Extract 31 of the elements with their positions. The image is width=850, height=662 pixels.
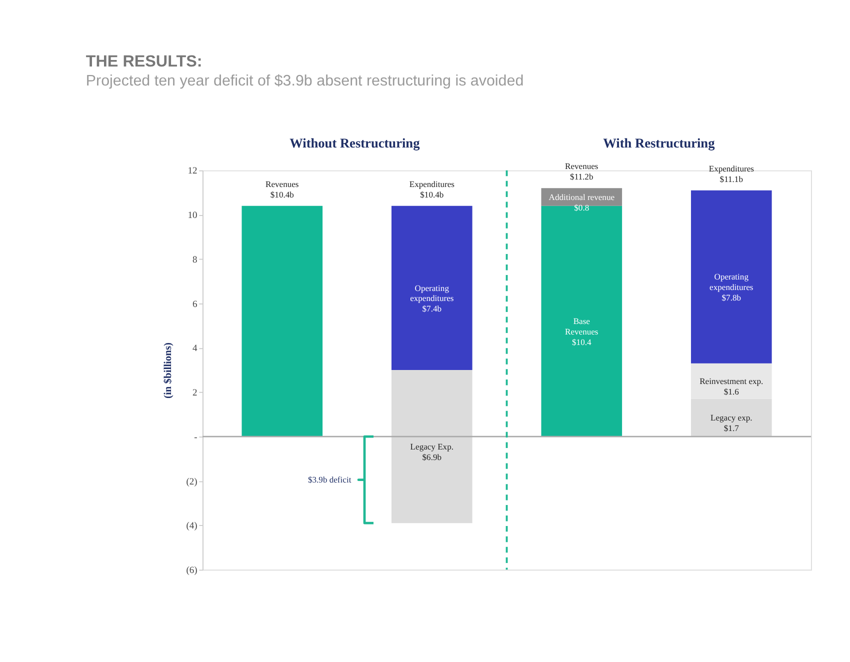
annotation: $3.9b deficit — [308, 474, 352, 485]
text: Without Restructuring — [290, 136, 420, 151]
data-label: Reinvestment exp. $1.6 — [700, 376, 764, 396]
y-tick-label: 2 — [192, 388, 198, 399]
total-label: Expenditures $11.1b — [708, 163, 755, 184]
y-tick-label: (4) — [186, 522, 198, 532]
text: With Restructuring — [603, 136, 716, 151]
total-label: Revenues $10.4b — [266, 178, 300, 200]
data-label: Legacy Exp. $6.9b — [410, 441, 454, 462]
bar — [242, 206, 323, 437]
data-label: Operating expenditures $7.4b — [410, 282, 454, 314]
y-axis-title: (in $billions) — [162, 342, 174, 398]
y-tick-label: 10 — [188, 211, 198, 222]
chart-title: THE RESULTS: — [86, 52, 202, 71]
bar — [690, 190, 772, 364]
y-tick-label: 6 — [192, 300, 198, 310]
y-tick-label: (6) — [186, 566, 198, 576]
y-tick-label: 8 — [192, 255, 198, 266]
y-tick-label: 4 — [192, 344, 198, 354]
bar — [391, 370, 472, 524]
chart-subtitle: Projected ten year deficit of $3.9b absent restructuring is avoided — [86, 72, 524, 90]
bar — [541, 206, 622, 437]
total-label: Expenditures $10.4b — [409, 178, 456, 200]
y-tick-label: (2) — [186, 477, 198, 488]
y-tick-label: 12 — [188, 166, 198, 177]
data-label: Operating expenditures $7.8b — [710, 272, 754, 303]
data-label: Base Revenues $10.4 — [565, 316, 599, 347]
y-tick-label: - — [194, 432, 198, 443]
total-label: Revenues $11.2b — [565, 161, 599, 182]
data-label: Legacy exp. $1.7 — [710, 412, 752, 434]
bar — [391, 206, 472, 370]
